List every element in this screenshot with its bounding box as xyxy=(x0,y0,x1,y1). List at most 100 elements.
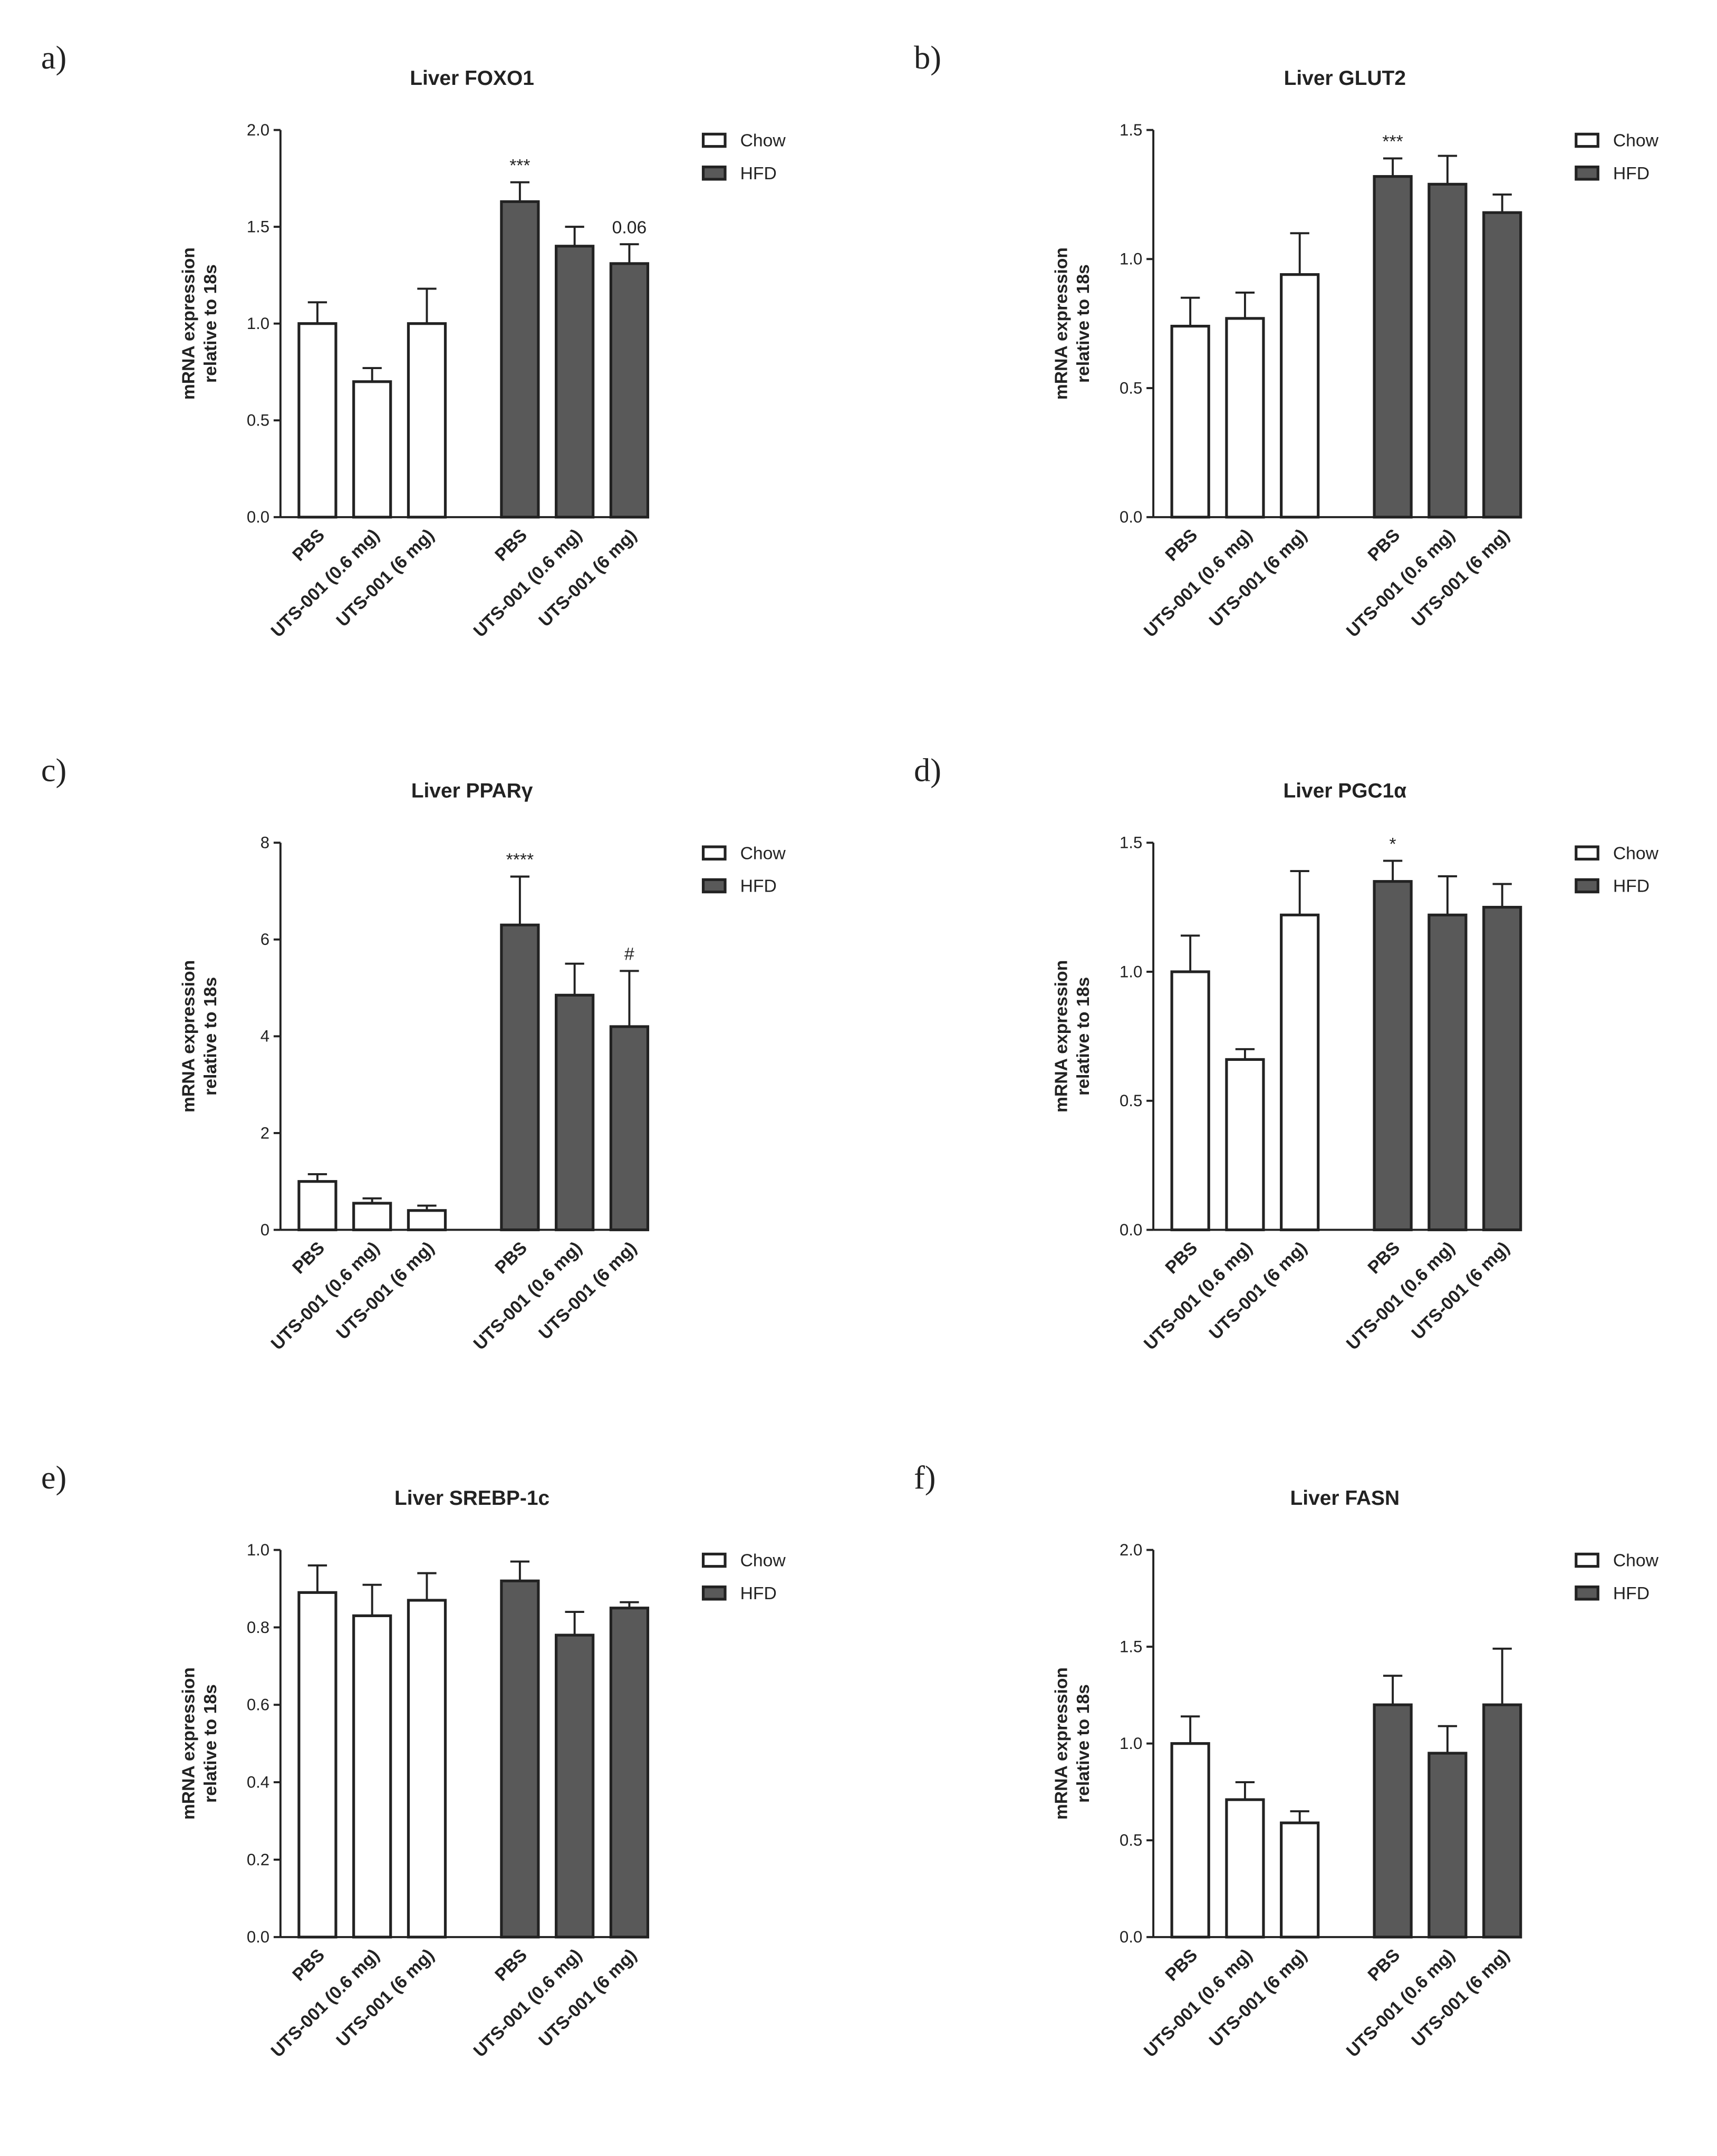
x-tick-label: UTS-001 (6 mg) xyxy=(535,1238,640,1343)
x-tick-label: PBS xyxy=(288,1238,329,1278)
x-tick-label: PBS xyxy=(1161,525,1201,565)
bar xyxy=(1482,1703,1522,1939)
bar xyxy=(1170,324,1210,519)
x-tick-label: UTS-001 (6 mg) xyxy=(535,1945,640,2051)
bar xyxy=(1427,913,1468,1232)
y-tick-label: 0.5 xyxy=(1120,1831,1142,1850)
chart-panel: d) Liver PGC1α mRNA expression relative to … xyxy=(914,753,1659,1354)
panel-label: d) xyxy=(914,753,941,789)
x-tick-label: UTS-001 (6 mg) xyxy=(332,1238,438,1343)
x-tick-label: UTS-001 (6 mg) xyxy=(535,525,640,631)
panel-label: e) xyxy=(41,1460,66,1496)
panel-label: c) xyxy=(41,753,66,789)
y-tick-label: 4 xyxy=(261,1027,269,1046)
annotation: *** xyxy=(1382,132,1403,152)
bar xyxy=(1225,1798,1265,1939)
chart-title: Liver FOXO1 xyxy=(410,67,534,90)
x-tick-label: UTS-001 (6 mg) xyxy=(332,1945,438,2051)
x-tick-label: UTS-001 (6 mg) xyxy=(1205,525,1310,631)
legend-label: HFD xyxy=(1613,163,1650,183)
chart-title: Liver SREBP-1c xyxy=(394,1487,549,1510)
y-tick-label: 0.8 xyxy=(247,1618,269,1637)
legend-label: Chow xyxy=(1613,131,1659,151)
legend-swatch xyxy=(701,1552,727,1568)
y-tick-label: 2.0 xyxy=(247,121,269,139)
y-tick-label: 1.5 xyxy=(247,217,269,236)
legend-swatch xyxy=(1575,166,1599,181)
y-tick-label: 0.0 xyxy=(247,508,269,526)
legend-label: HFD xyxy=(740,163,777,183)
chart-panel: a) Liver FOXO1 mRNA expression relative to … xyxy=(41,40,786,641)
y-tick-label: 2.0 xyxy=(1120,1541,1142,1559)
bar xyxy=(609,1607,650,1939)
x-tick-label: PBS xyxy=(1364,1945,1404,1985)
x-tick-label: PBS xyxy=(1364,525,1404,565)
x-tick-label: PBS xyxy=(1364,1238,1404,1278)
bar xyxy=(1373,1703,1413,1939)
annotation: # xyxy=(624,944,634,964)
bar xyxy=(1225,317,1265,519)
bar xyxy=(1482,906,1522,1232)
y-tick-label: 0 xyxy=(261,1221,269,1239)
panel-label: a) xyxy=(41,40,66,76)
legend-swatch xyxy=(701,845,727,861)
y-tick-label: 0.0 xyxy=(1120,1221,1142,1239)
legend-label: Chow xyxy=(1613,843,1659,863)
bar xyxy=(407,1599,447,1939)
chart-title: Liver GLUT2 xyxy=(1284,67,1406,90)
x-tick-label: UTS-001 (6 mg) xyxy=(332,525,438,631)
bar xyxy=(1225,1058,1265,1232)
y-tick-label: 1.5 xyxy=(1120,834,1142,852)
legend-swatch xyxy=(1575,132,1599,148)
y-axis-label: mRNA expression xyxy=(1052,1667,1072,1820)
legend-label: Chow xyxy=(740,843,786,863)
y-axis-label: relative to 18s xyxy=(200,1684,220,1803)
bar xyxy=(609,262,650,519)
y-axis-label: mRNA expression xyxy=(178,1667,198,1820)
y-tick-label: 1.0 xyxy=(1120,1734,1142,1753)
y-tick-label: 1.5 xyxy=(1120,1638,1142,1656)
y-axis-label: mRNA expression xyxy=(178,247,198,400)
legend-swatch xyxy=(701,166,727,181)
y-tick-label: 0.2 xyxy=(247,1850,269,1869)
y-tick-label: 0.5 xyxy=(1120,379,1142,397)
y-axis-label: relative to 18s xyxy=(1073,264,1093,383)
bar xyxy=(352,380,392,519)
y-tick-label: 0.6 xyxy=(247,1696,269,1714)
y-tick-label: 0.5 xyxy=(247,411,269,430)
legend-label: Chow xyxy=(1613,1551,1659,1571)
legend-swatch xyxy=(1575,1552,1599,1568)
y-tick-label: 1.0 xyxy=(247,1541,269,1559)
bar xyxy=(1170,1742,1210,1939)
legend-swatch xyxy=(1575,1585,1599,1601)
y-axis-label: relative to 18s xyxy=(1073,977,1093,1096)
annotation: 0.06 xyxy=(612,217,647,237)
y-axis-label: relative to 18s xyxy=(1073,1684,1093,1803)
y-axis-label: mRNA expression xyxy=(178,960,198,1113)
bar xyxy=(297,1591,337,1939)
legend-label: Chow xyxy=(740,131,786,151)
legend-swatch xyxy=(701,132,727,148)
bar xyxy=(1427,182,1468,519)
bar xyxy=(1280,913,1320,1232)
x-tick-label: UTS-001 (6 mg) xyxy=(1407,1945,1513,2051)
x-tick-label: PBS xyxy=(1161,1945,1201,1985)
annotation: **** xyxy=(506,850,534,870)
bar xyxy=(1280,1821,1320,1939)
y-axis-label: mRNA expression xyxy=(1052,247,1072,400)
bar xyxy=(609,1025,650,1232)
x-tick-label: PBS xyxy=(491,1238,531,1278)
y-tick-label: 1.5 xyxy=(1120,121,1142,139)
bar xyxy=(1280,273,1320,519)
bar xyxy=(1373,880,1413,1232)
bar xyxy=(407,1209,447,1232)
bar xyxy=(555,1633,595,1939)
annotation: * xyxy=(1390,834,1396,854)
y-tick-label: 2 xyxy=(261,1124,269,1142)
x-tick-label: UTS-001 (6 mg) xyxy=(1407,1238,1513,1343)
bar xyxy=(500,200,540,519)
y-tick-label: 0.0 xyxy=(1120,508,1142,526)
bar xyxy=(1373,175,1413,519)
chart-title: Liver PPARγ xyxy=(411,780,533,803)
bar xyxy=(297,1180,337,1232)
